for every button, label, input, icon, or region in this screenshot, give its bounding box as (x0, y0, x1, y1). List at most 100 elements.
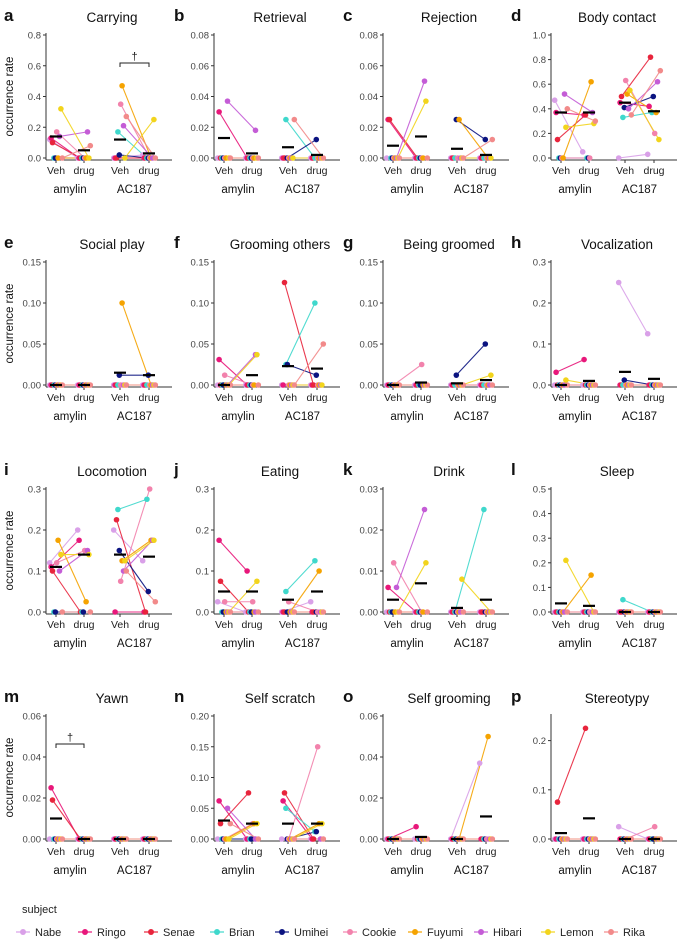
panel-d-ac187-drug-point (644, 151, 651, 158)
panel-d-title: Body contact (578, 10, 656, 25)
panel-h-amylin-drug-point (581, 356, 587, 363)
panel-k-amylin-drug-point (424, 609, 431, 615)
legend-swatch-point (478, 929, 484, 935)
panel-d-amylin-veh-point (554, 136, 561, 143)
panel-c-amylin-pair-line (387, 119, 417, 159)
panel-b-amylin-pair-line (218, 111, 248, 159)
panel-d-ac187-drug-point (646, 103, 652, 110)
panel-m-group-label: amylin (53, 865, 86, 877)
panel-d-ac187-drug-point (654, 78, 661, 85)
panel-j-ac187-drug-point (307, 598, 314, 605)
panel-c-amylin-veh-point (383, 155, 390, 161)
panel-i-amylin-drug-point (76, 537, 82, 544)
panel-o-x-tick-label: Veh (448, 846, 466, 858)
panel-e-ac187-drug-point (152, 382, 159, 388)
panel-b-x-tick-label: Veh (279, 165, 297, 177)
panel-k-amylin-veh-point (385, 584, 391, 591)
panel-m-amylin-veh-point (49, 797, 56, 803)
panel-i-ac187-drug-point (151, 537, 157, 544)
panel-e-letter: e (4, 233, 13, 252)
panel-d-ac187-veh-point (615, 155, 622, 161)
panel-k-ac187-veh-point (460, 609, 467, 615)
panel-i-amylin-drug-point (83, 598, 89, 605)
panel-d-amylin-veh-point (551, 97, 558, 103)
panel-k-ac187-drug-point (489, 609, 496, 615)
panel-e-x-tick-label: Veh (111, 392, 129, 404)
panel-k-amylin-pair-line (387, 586, 417, 613)
panel-g-group-label: amylin (390, 411, 423, 423)
panel-k-amylin-veh-point (390, 560, 397, 566)
panel-p-x-tick-label: drug (643, 846, 664, 858)
panel-i-x-tick-label: drug (73, 619, 94, 631)
panel-j-amylin-drug-point (255, 609, 262, 615)
panel-h-ac187-veh-point (621, 377, 628, 383)
panel-b-amylin-drug-point (252, 127, 259, 134)
legend-swatch-point (148, 929, 154, 935)
panel-a-ac187-drug-point (152, 155, 159, 161)
legend-label-nabe: Nabe (35, 927, 61, 939)
panel-n-y-tick-label: 0.10 (191, 773, 210, 784)
panel-k-group-label: AC187 (454, 638, 489, 650)
panel-o-ac187-veh-point (460, 836, 467, 842)
panel-g-ac187-drug-point (482, 341, 489, 347)
panel-l-y-tick-label: 0.5 (533, 485, 546, 496)
panel-f-ac187-veh-point (291, 382, 298, 388)
panel-i-ac187-veh-point (110, 527, 117, 533)
panel-m-x-tick-label: drug (73, 846, 94, 858)
panel-k-x-tick-label: drug (475, 619, 496, 631)
panel-g-ac187-drug-point (488, 372, 494, 378)
panel-a-ac187-veh-point (122, 155, 128, 161)
panel-d-ac187-veh-point (620, 114, 626, 121)
panel-n-ac187-veh-point (280, 798, 286, 804)
panel-k-amylin-veh-point (396, 609, 403, 615)
panel-j-ac187-drug-point (320, 609, 327, 615)
panel-d-amylin-pair-line (557, 114, 586, 140)
panel-n-ac187-veh-point (291, 836, 298, 842)
panel-i-amylin-veh-point (55, 537, 61, 544)
panel-i-amylin-drug-point (87, 609, 94, 615)
panel-k-x-tick-label: drug (410, 619, 431, 631)
panel-p-y-tick-label: 0.1 (533, 785, 546, 796)
panel-a-ac187-pair-line (121, 85, 152, 159)
panel-i-amylin-veh-point (56, 568, 63, 574)
panel-f-x-tick-label: Veh (279, 392, 297, 404)
panel-j-amylin-pair-line (220, 580, 249, 613)
panel-m-sig-bracket (55, 743, 85, 748)
panel-p-ac187-veh-point (615, 823, 622, 830)
panel-p-x-tick-label: Veh (552, 846, 570, 858)
panel-f-ac187-drug-point (320, 341, 327, 347)
panel-i-ac187-veh-point (123, 568, 130, 574)
panel-n-amylin-veh-point (227, 820, 234, 827)
legend-swatch-point (412, 929, 418, 935)
panel-d-ac187-drug-point (656, 136, 662, 143)
panel-j-x-tick-label: Veh (215, 619, 233, 631)
panel-k-group-label: amylin (390, 638, 423, 650)
panel-k-amylin-pair-line (395, 509, 426, 588)
panel-o-ac187-pair-line (458, 736, 489, 840)
legend-swatch-point (214, 929, 220, 935)
panel-f-x-tick-label: Veh (215, 392, 233, 404)
panel-c-ac187-pair-line (455, 119, 486, 141)
panel-d-x-tick-label: drug (578, 165, 599, 177)
panel-g-title: Being groomed (403, 237, 495, 252)
panel-f-ac187-pair-line (293, 343, 324, 386)
panel-n-ac187-veh-point (283, 805, 289, 812)
panel-h-ac187-veh-point (628, 382, 635, 388)
panel-k-ac187-pair-line (461, 578, 492, 613)
panel-h-letter: h (511, 233, 521, 252)
panel-n-x-tick-label: Veh (279, 846, 297, 858)
legend-label-hibari: Hibari (493, 927, 522, 939)
panel-o-ac187-pair-line (450, 762, 481, 840)
panel-a-y-tick-label: 0.0 (28, 154, 41, 165)
panel-g-x-tick-label: drug (410, 392, 431, 404)
panel-o-x-tick-label: Veh (384, 846, 402, 858)
panel-j-amylin-veh-point (227, 609, 234, 615)
panel-a-amylin-drug-point (86, 155, 92, 161)
panel-a-ac187-veh-point (117, 101, 124, 107)
panel-e-x-tick-label: drug (73, 392, 94, 404)
panel-a-ac187-pair-line (125, 116, 156, 159)
panel-m-amylin-drug-point (87, 836, 94, 842)
panel-e-group-label: AC187 (117, 411, 152, 423)
panel-b-x-tick-label: Veh (215, 165, 233, 177)
panel-a-sig-mark: † (131, 51, 137, 63)
